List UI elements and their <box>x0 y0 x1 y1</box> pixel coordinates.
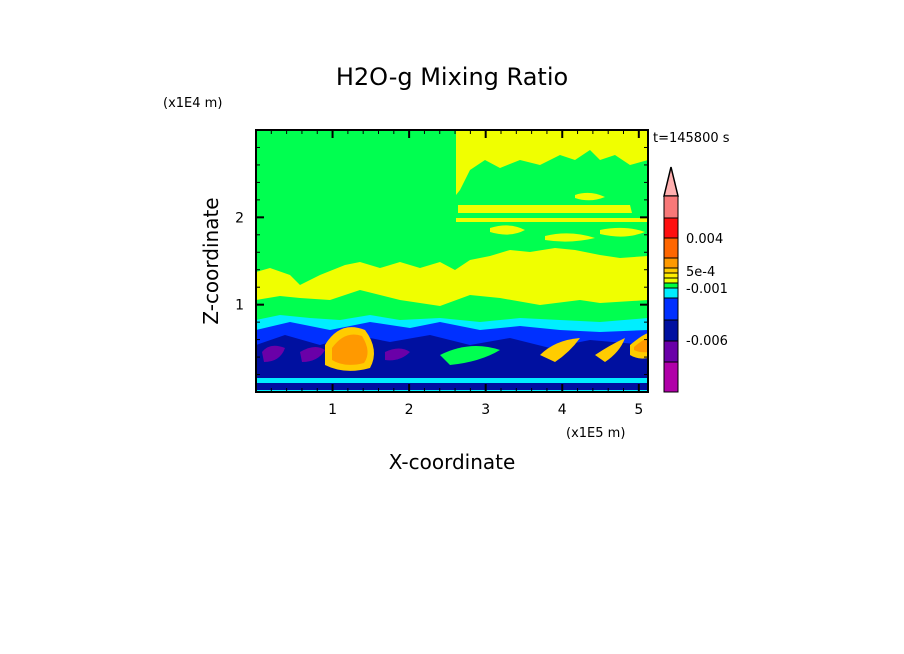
y-axis-label: Z-coordinate <box>199 197 223 324</box>
y-tick-label: 2 <box>235 210 244 226</box>
plot-frame <box>255 129 649 393</box>
colorbar-swatch <box>663 319 679 342</box>
contour-region-yellow <box>456 130 648 195</box>
axis-ticks: 1 2 3 4 5 1 2 <box>235 130 648 418</box>
x-tick-label: 1 <box>328 402 337 418</box>
contour-region-yellow <box>545 233 595 242</box>
contour-region-gold <box>595 338 625 362</box>
contour-region-orange <box>634 338 648 353</box>
time-label: t=145800 s <box>653 131 730 146</box>
colorbar-label: 5e-4 <box>686 265 715 280</box>
contour-region-yellow <box>600 227 645 237</box>
contour-region-gold <box>540 338 580 362</box>
colorbar-swatch <box>663 361 679 393</box>
contour-region-background <box>440 346 500 365</box>
x-unit-label: (x1E5 m) <box>566 426 625 441</box>
colorbar-swatch <box>663 195 679 219</box>
y-unit-label: (x1E4 m) <box>163 96 222 111</box>
x-tick-label: 2 <box>405 402 414 418</box>
x-axis-label: X-coordinate <box>389 450 516 474</box>
colorbar-extend-arrow <box>663 166 679 197</box>
colorbar-swatch <box>663 297 679 321</box>
colorbar-swatch <box>663 287 679 299</box>
colorbar-label: -0.001 <box>686 282 728 297</box>
contour-region-yellow <box>575 192 605 201</box>
contour-region-purple <box>385 348 410 361</box>
contour-region-yellow <box>458 205 632 213</box>
colorbar-swatch <box>663 282 679 289</box>
colorbar-swatch <box>663 217 679 239</box>
colorbar-swatch <box>663 237 679 259</box>
contour-region-orange <box>332 334 368 365</box>
colorbar-swatch <box>663 257 679 269</box>
x-tick-label: 4 <box>558 402 567 418</box>
colorbar-label: 0.004 <box>686 232 723 247</box>
y-tick-label: 1 <box>235 298 244 314</box>
contour-region-purple <box>300 346 325 362</box>
contour-region-yellow <box>456 218 648 222</box>
contour-region-darkblue <box>256 383 648 390</box>
colorbar: 0.004 5e-4 -0.001 -0.006 <box>663 166 728 393</box>
colorbar-label: -0.006 <box>686 334 728 349</box>
contour-field <box>256 130 648 392</box>
chart-title: H2O-g Mixing Ratio <box>336 63 568 91</box>
colorbar-swatch <box>663 340 679 363</box>
colorbar-swatch <box>663 267 679 274</box>
contour-region-yellow <box>490 225 525 235</box>
contour-region-purple <box>262 345 285 362</box>
x-tick-label: 3 <box>481 402 490 418</box>
colorbar-swatch <box>663 272 679 279</box>
x-tick-label: 5 <box>634 402 643 418</box>
colorbar-swatch <box>663 277 679 284</box>
